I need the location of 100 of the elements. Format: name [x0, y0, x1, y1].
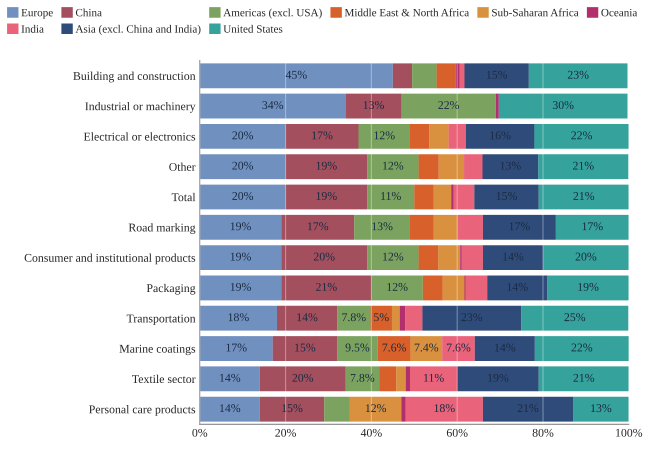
data-label: 20% [314, 252, 335, 261]
legend-label: United States [223, 24, 282, 33]
bar [498, 94, 628, 118]
bar [281, 275, 372, 300]
bar [367, 154, 419, 180]
x-tick-label: 60% [446, 428, 468, 437]
data-label: 7.4% [414, 344, 438, 352]
data-label: 20% [576, 252, 596, 261]
data-label: 17% [312, 131, 332, 140]
data-label: 20% [232, 192, 254, 200]
bar [547, 275, 629, 300]
bar [286, 154, 368, 180]
bar [281, 245, 368, 270]
bar [436, 63, 456, 88]
data-label: 22% [572, 344, 592, 352]
bar [324, 396, 350, 422]
data-label: 21% [573, 374, 594, 382]
bar [460, 63, 464, 88]
data-label: 14% [220, 374, 240, 382]
legend-label: Asia (excl. China and India) [76, 24, 201, 35]
bar [378, 336, 410, 361]
bar [482, 245, 543, 270]
data-label: 15% [496, 192, 517, 200]
data-label: 7.6% [382, 344, 406, 352]
data-label: 15% [295, 344, 316, 352]
data-label: 12% [383, 162, 404, 170]
data-label: 12% [366, 404, 386, 412]
x-tick-label: 40% [360, 428, 382, 437]
bar [418, 154, 439, 180]
bar [434, 214, 458, 240]
x-tick-label: 100% [616, 428, 642, 437]
bar [337, 306, 371, 331]
data-label: 11% [381, 192, 401, 200]
bar [422, 306, 522, 331]
bar [429, 124, 449, 149]
bar [464, 154, 482, 180]
legend-label: China [76, 8, 102, 16]
bar [260, 396, 324, 422]
bar [358, 124, 410, 149]
data-label: 15% [486, 70, 508, 79]
data-label: 19% [578, 282, 598, 291]
y-tick-label: Packaging [146, 284, 196, 295]
bar [371, 275, 423, 300]
bar [438, 154, 464, 180]
data-label: 23% [461, 313, 482, 322]
bar [367, 184, 414, 210]
bar [556, 214, 629, 240]
data-label: 13% [591, 404, 612, 412]
bar [406, 396, 483, 422]
legend-label: Americas (excl. USA) [223, 8, 322, 19]
bar [456, 63, 460, 88]
data-label: 14% [220, 404, 240, 412]
data-label: 7.8% [342, 313, 366, 322]
bar [573, 396, 629, 422]
data-label: 21% [573, 192, 594, 200]
bar [538, 366, 629, 392]
data-label: 20% [232, 162, 254, 170]
data-label: 19% [230, 222, 251, 230]
bar [538, 154, 628, 180]
bar [200, 306, 277, 331]
bar [277, 306, 338, 331]
data-label: 34% [262, 101, 284, 110]
data-label: 7.8% [350, 374, 374, 382]
bar [410, 336, 442, 361]
bar [457, 366, 539, 392]
bar [401, 396, 406, 422]
data-label: 11% [424, 374, 444, 382]
bar [414, 184, 434, 210]
bar [496, 94, 499, 118]
x-tick-label: 20% [275, 428, 296, 437]
legend-label: Oceania [601, 8, 638, 16]
data-label: 30% [552, 101, 574, 110]
bar [438, 245, 460, 270]
bar [482, 154, 538, 180]
data-label: 13% [500, 162, 521, 170]
bar [272, 336, 338, 361]
data-label: 19% [316, 192, 337, 200]
bar [410, 366, 458, 392]
data-label: 14% [495, 344, 516, 352]
bar [448, 124, 466, 149]
legend-label: Europe [21, 8, 53, 19]
bar [200, 396, 260, 422]
bar [466, 275, 488, 300]
bar [392, 306, 400, 331]
bar [466, 124, 534, 149]
bar [534, 336, 629, 361]
data-label: 19% [488, 374, 508, 382]
y-tick-label: Textile sector [132, 374, 196, 384]
bar [392, 63, 412, 88]
data-label: 17% [582, 222, 603, 230]
y-tick-label: Consumer and institutional products [24, 254, 196, 264]
data-label: 22% [571, 131, 592, 140]
bar [200, 63, 393, 88]
data-label: 14% [297, 313, 318, 322]
bar [286, 184, 368, 210]
bar [396, 366, 406, 392]
bar [286, 124, 359, 149]
data-label: 20% [292, 374, 314, 382]
bar [487, 275, 548, 300]
data-label: 5% [374, 313, 389, 322]
